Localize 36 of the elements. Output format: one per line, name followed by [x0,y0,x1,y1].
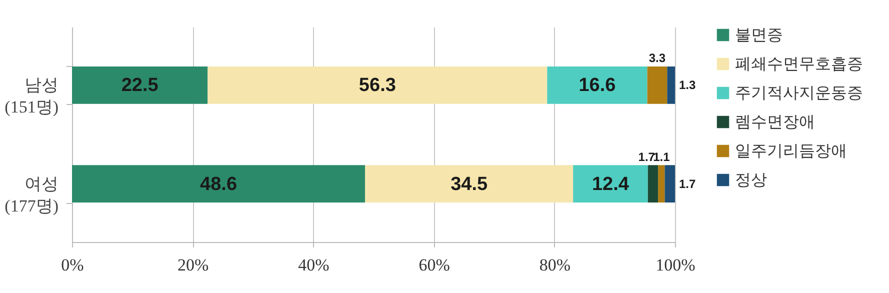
legend-label: 불면증 [735,27,783,44]
x-tick-label: 80% [539,256,570,274]
bar [648,165,658,203]
x-tick-label: 20% [178,256,209,274]
bar [647,66,668,104]
legend-label: 렘수면장애 [735,114,815,131]
bar [573,165,648,203]
bar [365,165,574,203]
data-label: 1.3 [679,78,696,92]
data-label: 1.7 [638,150,656,164]
x-tick-label: 0% [61,256,84,274]
data-label: 1.7 [679,176,696,191]
y-tick-label: 남성 (151명) [4,76,58,117]
bar [208,66,548,104]
x-tick-label: 60% [418,256,450,274]
data-label: 22.5 [121,75,159,96]
bar [72,66,208,104]
legend-label: 폐쇄수면무호흡증 [735,56,863,73]
bar [667,66,675,104]
data-label: 56.3 [358,75,396,96]
data-label: 48.6 [200,174,238,195]
bar [547,66,648,104]
bar [664,165,675,203]
y-tick-label: 여성 (177명) [4,174,58,216]
data-label: 34.5 [450,174,488,195]
legend-label: 주기적사지운동증 [735,85,863,102]
legend-label: 정상 [735,172,767,189]
data-label: 12.4 [592,174,630,195]
x-tick-label: 100% [656,256,696,274]
data-label: 1.1 [653,150,670,164]
x-tick-label: 40% [298,256,330,274]
bar [658,165,665,203]
legend-label: 일주기리듬장애 [735,143,847,160]
bar [72,165,366,203]
data-label: 16.6 [578,75,616,96]
data-label: 3.3 [648,51,666,66]
